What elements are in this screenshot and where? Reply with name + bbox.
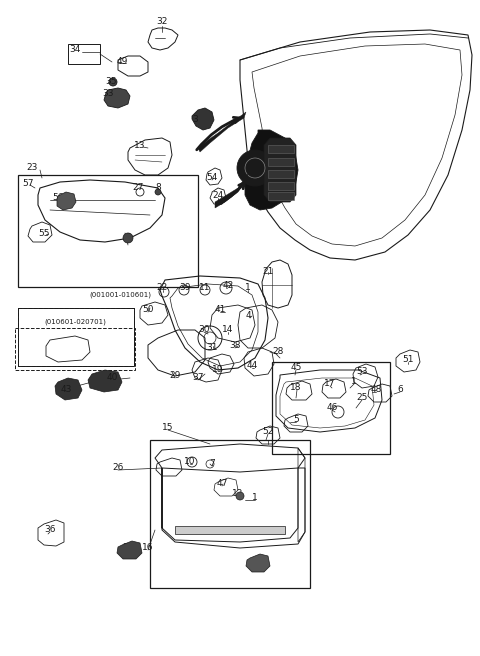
- Bar: [175, 526, 285, 534]
- Bar: [268, 145, 294, 153]
- Text: 13: 13: [134, 140, 146, 150]
- Text: 38: 38: [229, 342, 241, 350]
- Text: 19: 19: [212, 365, 224, 375]
- Bar: [268, 182, 294, 190]
- Text: 3: 3: [192, 115, 198, 125]
- Text: 12: 12: [232, 489, 244, 499]
- Text: 11: 11: [199, 283, 211, 293]
- Text: 17: 17: [324, 380, 336, 388]
- Text: 7: 7: [209, 459, 215, 468]
- Circle shape: [236, 492, 244, 500]
- Text: 52: 52: [262, 428, 274, 436]
- Text: 5: 5: [293, 415, 299, 424]
- Text: 37: 37: [192, 373, 204, 382]
- Text: 26: 26: [112, 464, 124, 472]
- Text: 47: 47: [216, 480, 228, 489]
- Text: 32: 32: [156, 18, 168, 26]
- Text: 41: 41: [214, 306, 226, 314]
- Text: 45: 45: [290, 363, 302, 373]
- Text: 44: 44: [246, 361, 258, 371]
- Text: 51: 51: [402, 356, 414, 365]
- Text: 10: 10: [184, 457, 196, 466]
- Text: 57: 57: [22, 178, 34, 188]
- Bar: [15, 328, 135, 370]
- Text: 55: 55: [38, 230, 50, 239]
- Text: 42: 42: [222, 281, 234, 291]
- Text: 50: 50: [142, 306, 154, 314]
- Bar: [18, 308, 134, 366]
- Text: 15: 15: [162, 424, 174, 432]
- Text: 18: 18: [290, 384, 302, 392]
- Text: 30: 30: [198, 325, 210, 335]
- Text: 25: 25: [356, 394, 368, 403]
- Text: 39: 39: [179, 283, 191, 293]
- Polygon shape: [192, 108, 214, 130]
- Polygon shape: [55, 378, 82, 400]
- Text: 40: 40: [106, 373, 118, 382]
- Polygon shape: [88, 370, 122, 392]
- Text: 1: 1: [245, 283, 251, 293]
- Polygon shape: [246, 554, 270, 572]
- Bar: [268, 192, 294, 200]
- Text: 9: 9: [255, 564, 261, 573]
- Text: 34: 34: [69, 45, 81, 54]
- Text: 4: 4: [245, 312, 251, 321]
- Text: 27: 27: [132, 184, 144, 192]
- Text: 46: 46: [326, 403, 338, 413]
- Text: 14: 14: [222, 325, 234, 335]
- Text: 33: 33: [102, 89, 114, 98]
- Text: 54: 54: [206, 173, 218, 182]
- Text: 1: 1: [252, 493, 258, 502]
- Text: 53: 53: [356, 367, 368, 377]
- Text: 24: 24: [212, 192, 224, 201]
- Polygon shape: [245, 130, 298, 210]
- Text: (010601-020701): (010601-020701): [44, 319, 106, 325]
- Text: 49: 49: [116, 58, 128, 66]
- Bar: [68, 44, 100, 64]
- Text: 20: 20: [122, 544, 134, 552]
- Circle shape: [155, 189, 161, 195]
- Polygon shape: [117, 541, 142, 559]
- Circle shape: [123, 233, 133, 243]
- Text: 56: 56: [52, 194, 64, 203]
- Text: 48: 48: [370, 386, 382, 394]
- Polygon shape: [57, 192, 76, 210]
- Polygon shape: [198, 112, 246, 152]
- Bar: [18, 308, 134, 366]
- Polygon shape: [104, 88, 130, 108]
- Bar: [268, 158, 294, 166]
- Circle shape: [237, 150, 273, 186]
- Text: 16: 16: [142, 544, 154, 552]
- Text: 21: 21: [262, 268, 274, 276]
- Bar: [18, 175, 198, 287]
- Text: 2: 2: [125, 234, 131, 243]
- Text: 23: 23: [26, 163, 38, 173]
- Polygon shape: [264, 138, 296, 202]
- Polygon shape: [215, 174, 248, 208]
- Text: 6: 6: [397, 386, 403, 394]
- Text: 35: 35: [105, 77, 117, 87]
- Text: (001001-010601): (001001-010601): [89, 292, 151, 298]
- Circle shape: [109, 78, 117, 86]
- Text: 28: 28: [272, 348, 284, 356]
- Text: 8: 8: [155, 184, 161, 192]
- Text: 31: 31: [206, 344, 218, 352]
- Text: 1: 1: [351, 377, 357, 386]
- Bar: [150, 440, 310, 588]
- Bar: [268, 170, 294, 178]
- Text: 36: 36: [44, 525, 56, 535]
- Text: 43: 43: [60, 386, 72, 394]
- Text: 22: 22: [156, 283, 168, 293]
- Bar: [272, 362, 390, 454]
- Text: 29: 29: [169, 371, 180, 380]
